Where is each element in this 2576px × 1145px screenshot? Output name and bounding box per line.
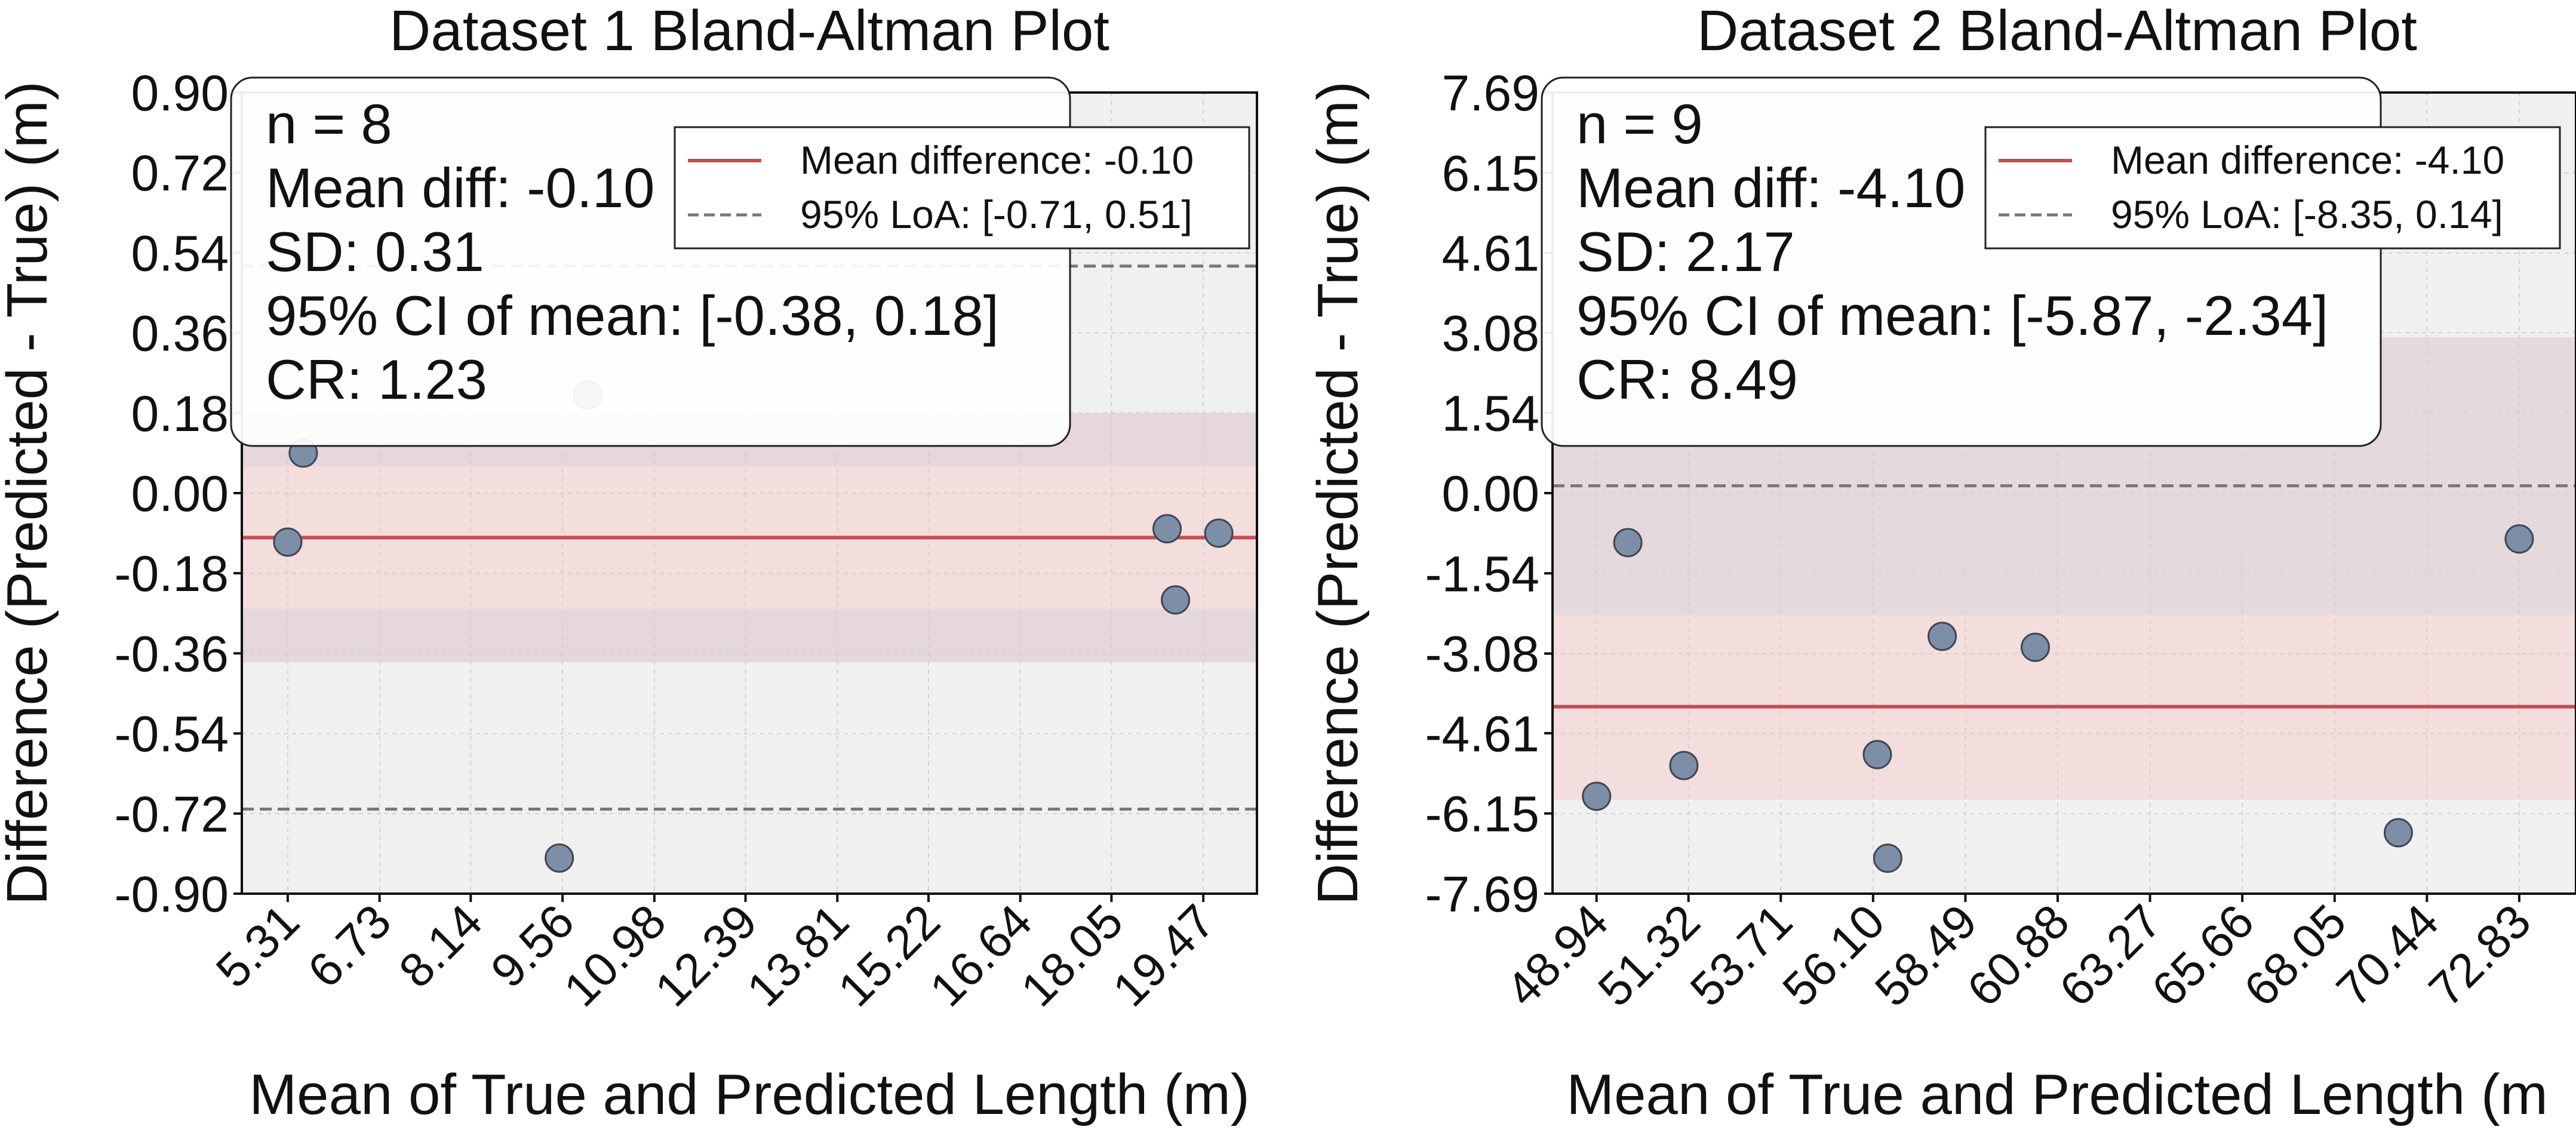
y-tick-label: 0.36: [131, 306, 229, 362]
data-point: [1161, 585, 1191, 615]
stats-cr: CR: 1.23: [266, 348, 487, 411]
y-tick-label: 3.08: [1442, 305, 1540, 361]
x-tick-label: 8.14: [389, 894, 492, 998]
data-point: [2383, 818, 2413, 848]
x-tick-label: 56.10: [1772, 894, 1894, 1016]
data-point: [1669, 750, 1699, 780]
chart-panel-2: 7.69 6.15 4.61 3.08 1.54 0.00 -1.54 -3.08 -4.61 -…: [1306, 0, 2576, 1126]
y-tick-label: 1.54: [1442, 386, 1540, 442]
x-tick-label: 60.88: [1957, 894, 2079, 1016]
x-tick-label: 51.32: [1588, 894, 1710, 1016]
stats-sd: SD: 0.31: [266, 220, 484, 283]
x-tick-label: 13.81: [737, 894, 859, 1016]
x-axis-label: Mean of True and Predicted Length (m): [249, 1063, 1250, 1126]
x-axis-label: Mean of True and Predicted Length (m: [1566, 1063, 2548, 1126]
data-point: [545, 843, 574, 873]
data-point: [2020, 632, 2050, 662]
x-tick-label: 63.27: [2049, 894, 2171, 1016]
y-tick-label: -0.36: [115, 626, 229, 682]
stats-n: n = 8: [266, 93, 392, 155]
y-tick-label: -1.54: [1425, 546, 1539, 602]
legend-loa-label: 95% LoA: [-0.71, 0.51]: [800, 192, 1192, 236]
x-tick-label: 19.47: [1103, 894, 1225, 1016]
y-tick-label: -6.15: [1425, 786, 1539, 842]
data-point: [1582, 781, 1612, 811]
legend-mean-label: Mean difference: -0.10: [800, 138, 1194, 182]
y-tick-label: -7.69: [1425, 866, 1539, 922]
y-tick-label: 0.00: [1442, 466, 1540, 522]
data-point: [1152, 514, 1182, 544]
y-tick-label: 4.61: [1442, 226, 1540, 282]
chart-title: Dataset 2 Bland-Altman Plot: [1697, 0, 2417, 63]
x-tick-label: 15.22: [828, 894, 949, 1016]
y-tick-label: 0.54: [131, 225, 229, 281]
x-tick-label: 58.49: [1865, 894, 1987, 1016]
data-point: [273, 527, 303, 557]
y-tick-label: -3.08: [1425, 626, 1539, 682]
legend-box: [674, 126, 1250, 250]
x-tick-label: 6.73: [298, 894, 401, 998]
y-tick-label: -0.18: [115, 546, 229, 602]
chart-title: Dataset 1 Bland-Altman Plot: [389, 0, 1109, 63]
data-point: [1873, 844, 1902, 873]
y-tick-label: 0.90: [131, 65, 229, 121]
y-tick-label: -4.61: [1425, 706, 1539, 762]
x-tick-label: 18.05: [1011, 894, 1133, 1016]
data-point: [1862, 740, 1892, 770]
legend-mean-label: Mean difference: -4.10: [2111, 138, 2504, 182]
x-tick-label: 10.98: [554, 894, 675, 1016]
stats-sd: SD: 2.17: [1576, 220, 1795, 283]
data-point: [1204, 518, 1234, 548]
chart-panel-1: 0.90 0.72 0.54 0.36 0.18 0.00 -0.18 -0.36 -0.54 -…: [0, 0, 1258, 1126]
plot-inner: [1553, 93, 2576, 894]
x-tick-label: 16.64: [920, 894, 1041, 1016]
stats-mean: Mean diff: -0.10: [266, 156, 654, 219]
x-tick-label: 53.71: [1680, 894, 1802, 1016]
legend-box: [1984, 126, 2561, 250]
data-point: [2504, 524, 2534, 554]
stats-ci: 95% CI of mean: [-5.87, -2.34]: [1576, 284, 2328, 347]
stats-n: n = 9: [1576, 93, 1703, 155]
data-point: [1928, 621, 1957, 651]
data-point: [1613, 528, 1643, 558]
x-tick-label: 65.66: [2142, 894, 2264, 1016]
lower-loa-ci-band: [242, 608, 1257, 663]
stats-ci: 95% CI of mean: [-0.38, 0.18]: [266, 284, 999, 347]
y-tick-label: 6.15: [1442, 145, 1540, 201]
x-tick-label: 72.83: [2418, 894, 2540, 1016]
y-tick-label: -0.72: [115, 786, 229, 842]
stats-cr: CR: 8.49: [1576, 348, 1798, 411]
y-axis-label: Difference (Predicted - True) (m): [1306, 81, 1370, 905]
y-tick-label: -0.54: [115, 706, 229, 762]
legend-loa-label: 95% LoA: [-8.35, 0.14]: [2111, 192, 2503, 236]
stats-mean: Mean diff: -4.10: [1576, 156, 1965, 219]
x-tick-label: 12.39: [645, 894, 767, 1016]
y-tick-label: 0.00: [131, 466, 229, 522]
y-axis-label: Difference (Predicted - True) (m): [0, 81, 59, 905]
y-tick-label: 0.72: [131, 145, 229, 201]
y-tick-label: -0.90: [115, 866, 229, 922]
x-tick-label: 70.44: [2326, 894, 2448, 1016]
y-tick-label: 7.69: [1442, 65, 1540, 121]
y-tick-label: 0.18: [131, 386, 229, 442]
x-tick-label: 68.05: [2234, 894, 2356, 1016]
